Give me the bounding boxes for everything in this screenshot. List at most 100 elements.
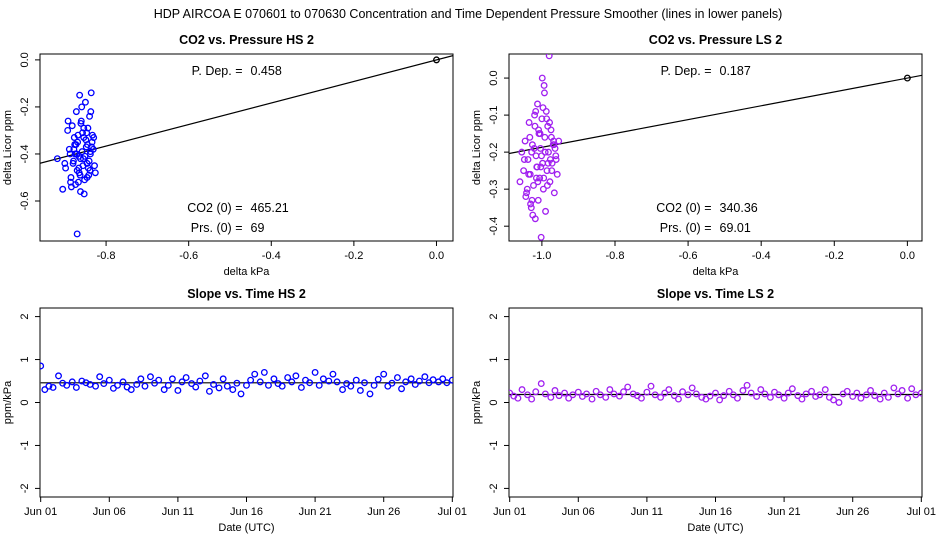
data-point	[155, 376, 163, 384]
data-point	[531, 111, 539, 119]
data-point	[675, 395, 682, 403]
data-point	[206, 387, 213, 395]
data-point	[606, 386, 614, 394]
plot-title: Slope vs. Time LS 2	[657, 287, 774, 301]
p-dep-value: 0.458	[251, 64, 282, 78]
origin-point	[903, 74, 911, 82]
x-tick-label: -0.6	[679, 250, 698, 262]
data-point	[407, 375, 415, 383]
data-point	[78, 103, 86, 111]
data-point	[898, 387, 906, 394]
data-point	[83, 174, 91, 181]
data-point	[71, 150, 79, 158]
p-dep-value: 0.187	[720, 64, 751, 78]
data-point	[114, 381, 121, 389]
regression-line	[509, 74, 922, 155]
y-tick-label: 0.0	[488, 70, 500, 85]
data-point	[821, 386, 829, 394]
data-point	[311, 368, 319, 376]
data-point	[908, 385, 916, 393]
data-point	[229, 386, 237, 394]
data-point	[87, 89, 95, 97]
data-point	[734, 394, 741, 402]
y-tick-label: -0.6	[19, 192, 31, 211]
data-point	[890, 384, 898, 392]
data-point	[524, 391, 531, 399]
plot-data	[40, 54, 453, 238]
figure-suptitle: HDP AIRCOA E 070601 to 070630 Concentrat…	[154, 7, 783, 21]
data-point	[539, 104, 547, 112]
data-point	[374, 375, 382, 383]
data-point	[592, 387, 600, 395]
y-tick-label: -1	[19, 441, 31, 451]
data-point	[616, 392, 623, 400]
data-point	[192, 383, 200, 391]
data-point	[59, 185, 67, 193]
data-point	[366, 390, 374, 398]
data-point	[339, 386, 346, 394]
data-point	[527, 200, 535, 208]
data-point	[533, 163, 541, 171]
data-point	[526, 133, 534, 141]
data-point	[547, 126, 555, 134]
data-point	[546, 156, 554, 163]
data-point	[729, 391, 737, 399]
data-point	[62, 164, 70, 172]
x-tick-label: -0.4	[752, 250, 771, 262]
co2-zero-label: CO2 (0) =	[656, 201, 711, 215]
data-point	[65, 145, 73, 153]
data-point	[569, 391, 577, 399]
data-point	[178, 378, 186, 386]
data-point	[415, 377, 423, 385]
data-point	[91, 169, 99, 177]
data-point	[542, 207, 549, 215]
y-tick-label: 1	[19, 356, 31, 362]
data-point	[80, 190, 88, 198]
y-tick-label: -2	[488, 484, 500, 494]
data-point	[862, 391, 870, 399]
data-point	[643, 388, 651, 396]
data-point	[528, 148, 536, 156]
data-point	[538, 115, 546, 123]
y-tick-label: -2	[19, 484, 31, 494]
x-tick-label: Jun 21	[768, 506, 801, 518]
prs-zero-value: 69.01	[720, 221, 751, 235]
data-point	[68, 122, 76, 130]
prs-zero-label: Prs. (0) =	[660, 221, 712, 235]
data-point	[530, 182, 537, 189]
data-point	[72, 384, 80, 391]
data-point	[551, 144, 559, 152]
data-point	[352, 376, 360, 384]
data-point	[127, 386, 135, 394]
data-point	[133, 381, 141, 388]
x-tick-label: Jun 26	[836, 506, 869, 518]
p-dep-label: P. Dep. =	[192, 64, 243, 78]
data-point	[816, 391, 824, 399]
data-point	[698, 393, 706, 401]
x-axis-label: delta kPa	[693, 266, 740, 278]
data-point	[876, 395, 884, 403]
data-point	[525, 170, 533, 178]
data-point	[720, 392, 728, 400]
x-tick-label: Jun 06	[93, 506, 126, 518]
data-point	[536, 130, 544, 138]
data-point	[830, 396, 837, 404]
data-point	[91, 162, 98, 170]
co2-zero-label: CO2 (0) =	[187, 201, 242, 215]
data-point	[196, 377, 204, 385]
regression-line	[40, 54, 453, 164]
data-point	[388, 379, 396, 387]
data-point	[306, 379, 314, 387]
data-point	[77, 155, 84, 163]
data-point	[514, 394, 522, 402]
data-point	[812, 393, 820, 400]
p-dep-label: P. Dep. =	[661, 64, 712, 78]
data-point	[547, 393, 555, 401]
data-point	[545, 54, 553, 60]
data-point	[73, 230, 81, 238]
data-point	[421, 373, 429, 381]
y-tick-label: -1	[488, 441, 500, 451]
data-point	[160, 386, 168, 394]
data-point	[402, 378, 410, 386]
